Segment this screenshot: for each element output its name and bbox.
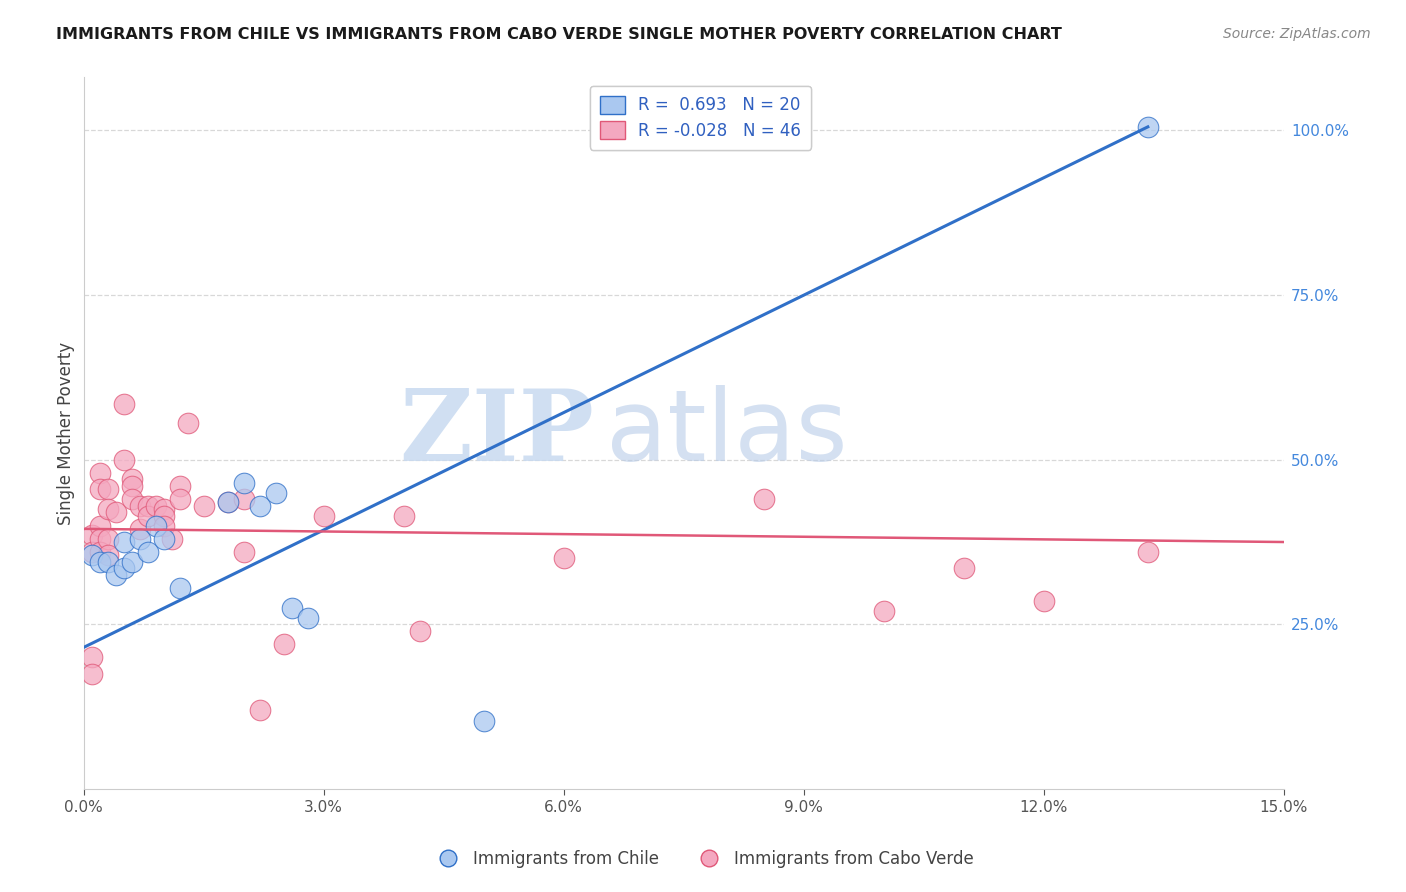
Point xyxy=(80,666,103,681)
Point xyxy=(96,502,118,516)
Point xyxy=(297,611,319,625)
Point xyxy=(264,485,287,500)
Point xyxy=(169,479,191,493)
Legend: R =  0.693   N = 20, R = -0.028   N = 46: R = 0.693 N = 20, R = -0.028 N = 46 xyxy=(591,86,811,150)
Point xyxy=(752,492,775,507)
Point xyxy=(80,528,103,542)
Point xyxy=(193,499,215,513)
Point xyxy=(217,495,239,509)
Point xyxy=(312,508,335,523)
Point xyxy=(96,532,118,546)
Point xyxy=(89,532,111,546)
Point xyxy=(408,624,430,638)
Point xyxy=(249,703,271,717)
Point xyxy=(80,548,103,562)
Point xyxy=(145,518,167,533)
Point xyxy=(280,601,302,615)
Point xyxy=(121,479,143,493)
Y-axis label: Single Mother Poverty: Single Mother Poverty xyxy=(58,342,75,524)
Point xyxy=(1136,545,1159,559)
Point xyxy=(217,495,239,509)
Point xyxy=(152,518,174,533)
Point xyxy=(112,535,135,549)
Point xyxy=(136,508,159,523)
Point xyxy=(160,532,183,546)
Point xyxy=(80,650,103,665)
Point xyxy=(472,714,495,729)
Point xyxy=(169,492,191,507)
Point xyxy=(96,483,118,497)
Point xyxy=(232,545,254,559)
Point xyxy=(96,548,118,562)
Point xyxy=(232,492,254,507)
Point xyxy=(128,499,150,513)
Text: IMMIGRANTS FROM CHILE VS IMMIGRANTS FROM CABO VERDE SINGLE MOTHER POVERTY CORREL: IMMIGRANTS FROM CHILE VS IMMIGRANTS FROM… xyxy=(56,27,1062,42)
Point xyxy=(1032,594,1054,608)
Point xyxy=(136,499,159,513)
Point xyxy=(89,483,111,497)
Text: atlas: atlas xyxy=(606,384,848,482)
Point xyxy=(232,475,254,490)
Point xyxy=(104,568,127,582)
Point xyxy=(273,637,295,651)
Point xyxy=(89,545,111,559)
Point xyxy=(96,555,118,569)
Point xyxy=(145,499,167,513)
Legend: Immigrants from Chile, Immigrants from Cabo Verde: Immigrants from Chile, Immigrants from C… xyxy=(425,844,981,875)
Point xyxy=(249,499,271,513)
Point xyxy=(89,466,111,480)
Point xyxy=(553,551,575,566)
Point xyxy=(112,452,135,467)
Point xyxy=(80,545,103,559)
Text: ZIP: ZIP xyxy=(399,384,593,482)
Point xyxy=(392,508,415,523)
Point xyxy=(169,581,191,595)
Point xyxy=(152,508,174,523)
Point xyxy=(112,397,135,411)
Point xyxy=(136,545,159,559)
Point xyxy=(952,561,974,575)
Point xyxy=(176,417,198,431)
Point xyxy=(121,555,143,569)
Point xyxy=(152,532,174,546)
Point xyxy=(112,561,135,575)
Text: Source: ZipAtlas.com: Source: ZipAtlas.com xyxy=(1223,27,1371,41)
Point xyxy=(1136,120,1159,134)
Point xyxy=(89,518,111,533)
Point xyxy=(128,522,150,536)
Point xyxy=(104,505,127,519)
Point xyxy=(152,502,174,516)
Point xyxy=(89,555,111,569)
Point xyxy=(121,492,143,507)
Point xyxy=(873,604,896,618)
Point xyxy=(121,472,143,486)
Point xyxy=(128,532,150,546)
